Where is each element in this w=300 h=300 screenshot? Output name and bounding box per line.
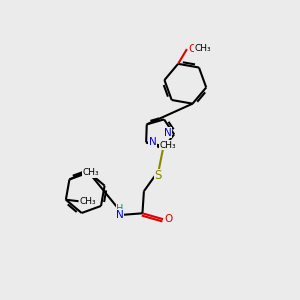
- Text: CH₃: CH₃: [82, 169, 99, 178]
- Text: O: O: [165, 214, 173, 224]
- Text: S: S: [154, 169, 162, 182]
- Text: CH₃: CH₃: [79, 197, 96, 206]
- Text: CH₃: CH₃: [159, 141, 176, 150]
- Text: N: N: [164, 128, 172, 138]
- Text: CH₃: CH₃: [195, 44, 212, 53]
- Text: H: H: [116, 205, 124, 214]
- Text: N: N: [116, 210, 124, 220]
- Text: N: N: [149, 137, 157, 147]
- Text: O: O: [188, 44, 196, 53]
